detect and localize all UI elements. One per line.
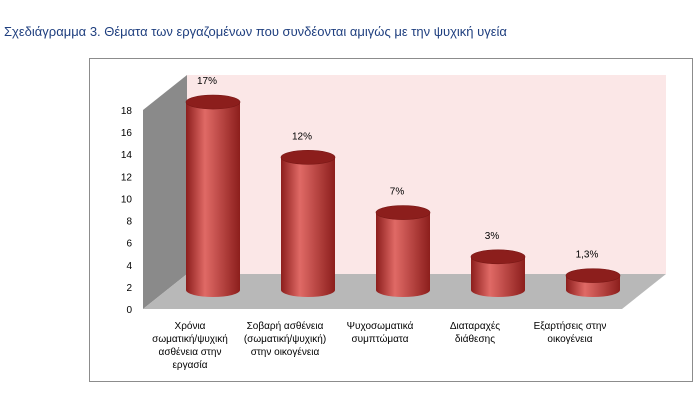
x-tick-label-line: ασθένεια στην [158, 347, 222, 358]
x-tick-label-line: Χρόνια [174, 321, 206, 332]
y-tick-label: 2 [126, 283, 132, 294]
bar-top [185, 94, 241, 110]
bar [280, 150, 336, 297]
y-tick-label: 0 [126, 305, 132, 316]
y-tick-label: 4 [126, 261, 132, 272]
bar-body [281, 157, 335, 297]
x-tick-label: Χρόνια σωματική/ψυχική ασθένεια στην εργασί… [144, 320, 236, 372]
bar-top [280, 150, 336, 165]
y-tick-label: 14 [121, 150, 133, 161]
y-tick-label: 10 [121, 194, 133, 205]
x-tick-label-line: (σωματική/ψυχική) [243, 334, 327, 345]
x-tick-label-line: Εξαρτήσεις στην [533, 321, 607, 332]
bar-top [470, 249, 526, 265]
x-tick-label-line: Ψυχοσωματικά [346, 321, 414, 332]
bars [185, 94, 621, 297]
data-label: 3% [485, 231, 500, 242]
figure-caption: Σχεδιάγραμμα 3. Θέματα των εργαζομένων π… [4, 24, 507, 39]
bar [470, 249, 526, 297]
x-tick-label: Διαταραχές διάθεσης [429, 320, 521, 346]
x-tick-label: Εξαρτήσεις στην οικογένεια [524, 320, 616, 346]
bar [375, 205, 431, 297]
y-tick-label: 6 [126, 239, 132, 250]
x-tick-label-line: Διαταραχές [449, 321, 501, 332]
data-labels: 17% 12% 7% 3% 1,3% [197, 76, 599, 261]
data-label: 1,3% [576, 250, 599, 261]
y-tick-label: 12 [121, 172, 133, 183]
x-tick-label: Ψυχοσωματικά συμπτώματα [334, 320, 426, 346]
x-tick-label-line: οικογένεια [547, 334, 593, 345]
bar-top [375, 205, 431, 220]
x-tick-label: Σοβαρή ασθένεια (σωματική/ψυχική) στην οικ… [239, 320, 331, 359]
x-tick-label-line: σωματική/ψυχική [152, 334, 228, 345]
bar-body [376, 212, 430, 297]
y-tick-label: 16 [121, 128, 133, 139]
bar-body [186, 102, 240, 297]
x-tick-label-line: συμπτώματα [351, 334, 409, 345]
data-label: 12% [292, 131, 312, 142]
data-label: 7% [390, 187, 405, 198]
y-tick-label: 18 [121, 106, 133, 117]
bar-top [565, 268, 621, 283]
y-axis: 0 2 4 6 8 10 12 14 16 18 [121, 106, 133, 316]
x-tick-label-line: εργασία [172, 360, 208, 371]
bar [185, 94, 241, 297]
bar-body [471, 256, 525, 297]
x-tick-label-line: στην οικογένεια [250, 347, 320, 358]
x-tick-label-line: διάθεσης [454, 334, 496, 345]
side-wall [143, 75, 187, 309]
x-tick-label-line: Σοβαρή ασθένεια [246, 321, 324, 332]
y-tick-label: 8 [126, 217, 132, 228]
bar [565, 268, 621, 297]
data-label: 17% [197, 76, 217, 87]
